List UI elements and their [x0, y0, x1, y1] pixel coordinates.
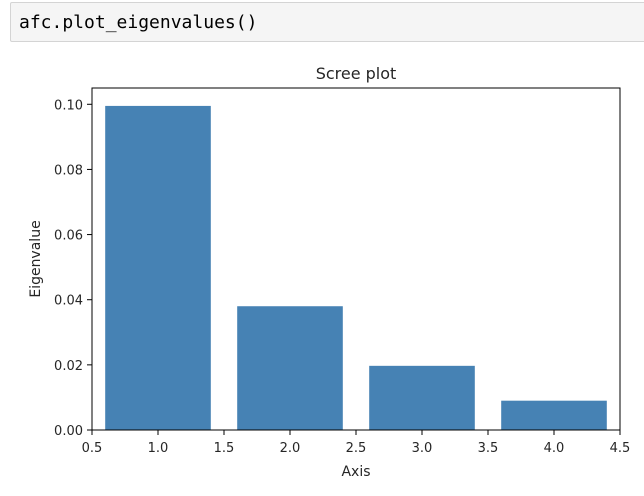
x-tick-label: 2.5 [346, 441, 367, 456]
bar-axis-4 [501, 400, 607, 430]
x-tick-label: 0.5 [82, 441, 103, 456]
y-tick-label: 0.02 [54, 359, 83, 374]
x-tick-label: 4.0 [544, 441, 565, 456]
y-tick-label: 0.08 [54, 163, 83, 178]
bars-group [105, 105, 607, 431]
bar-axis-1 [105, 105, 211, 431]
y-tick-label: 0.04 [54, 294, 83, 309]
y-axis-label: Eigenvalue [28, 220, 44, 297]
bar-axis-3 [369, 365, 475, 430]
x-axis-label: Axis [341, 464, 370, 480]
x-tick-label: 3.5 [478, 441, 499, 456]
y-tick-label: 0.00 [54, 424, 83, 439]
code-text: afc.plot_eigenvalues() [19, 12, 258, 33]
code-cell-input[interactable]: afc.plot_eigenvalues() [10, 2, 644, 42]
x-tick-label: 1.5 [214, 441, 235, 456]
bar-axis-2 [237, 306, 343, 430]
y-tick-label: 0.10 [54, 98, 83, 113]
x-tick-label: 2.0 [280, 441, 301, 456]
x-tick-label: 3.0 [412, 441, 433, 456]
x-tick-label: 4.5 [610, 441, 631, 456]
chart-title: Scree plot [316, 64, 397, 83]
y-tick-label: 0.06 [54, 229, 83, 244]
x-tick-label: 1.0 [148, 441, 169, 456]
plot-frame [91, 87, 621, 431]
x-ticks-group: 0.5 1.0 1.5 2.0 2.5 3.0 3.5 4.0 4.5 [82, 430, 631, 456]
y-ticks-group: 0.00 0.02 0.04 0.06 0.08 0.10 [54, 98, 92, 439]
